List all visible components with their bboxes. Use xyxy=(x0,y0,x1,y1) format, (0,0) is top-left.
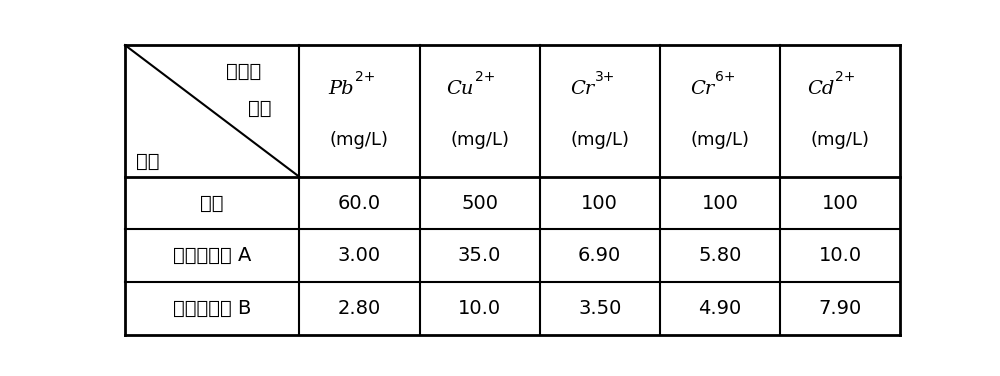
Text: 10.0: 10.0 xyxy=(818,246,862,265)
Text: 10.0: 10.0 xyxy=(458,299,501,318)
Text: 组号: 组号 xyxy=(136,152,159,171)
Text: 6.90: 6.90 xyxy=(578,246,621,265)
Text: 含量: 含量 xyxy=(248,99,271,118)
Text: 100: 100 xyxy=(581,194,618,213)
Text: 3.00: 3.00 xyxy=(338,246,381,265)
Text: 100: 100 xyxy=(701,194,738,213)
Text: (mg/L): (mg/L) xyxy=(570,131,629,149)
Text: 100: 100 xyxy=(822,194,858,213)
Text: 500: 500 xyxy=(461,194,498,213)
Text: 扩大培养物 A: 扩大培养物 A xyxy=(173,246,251,265)
Text: Pb: Pb xyxy=(328,80,354,98)
Text: 35.0: 35.0 xyxy=(458,246,501,265)
Text: 2+: 2+ xyxy=(835,70,856,84)
Text: 7.90: 7.90 xyxy=(818,299,862,318)
Text: Cr: Cr xyxy=(570,80,594,98)
Text: 3+: 3+ xyxy=(595,70,615,84)
Text: 2+: 2+ xyxy=(355,70,375,84)
Text: Cr: Cr xyxy=(690,80,714,98)
Text: (mg/L): (mg/L) xyxy=(330,131,389,149)
Text: Cu: Cu xyxy=(447,80,474,98)
Text: 3.50: 3.50 xyxy=(578,299,621,318)
Text: (mg/L): (mg/L) xyxy=(450,131,509,149)
Text: 扩大培养物 B: 扩大培养物 B xyxy=(173,299,251,318)
Text: Cd: Cd xyxy=(807,80,834,98)
Text: 2+: 2+ xyxy=(475,70,495,84)
Text: 进水: 进水 xyxy=(200,194,224,213)
Text: 5.80: 5.80 xyxy=(698,246,742,265)
Text: (mg/L): (mg/L) xyxy=(690,131,749,149)
Text: 4.90: 4.90 xyxy=(698,299,741,318)
Text: (mg/L): (mg/L) xyxy=(810,131,869,149)
Text: 2.80: 2.80 xyxy=(338,299,381,318)
Text: 6+: 6+ xyxy=(715,70,736,84)
Text: 重金属: 重金属 xyxy=(226,62,261,81)
Text: 60.0: 60.0 xyxy=(338,194,381,213)
